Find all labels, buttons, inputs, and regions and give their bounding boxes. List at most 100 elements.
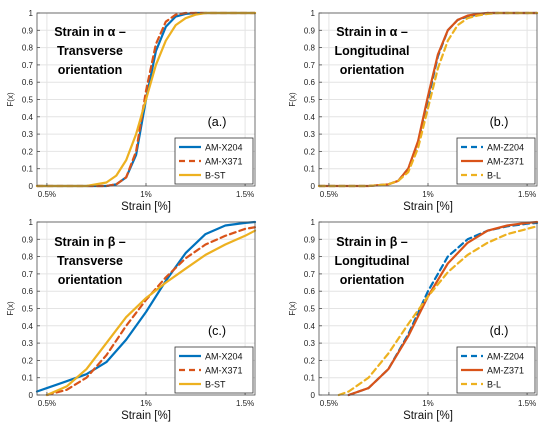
y-tick-label: 0.7 bbox=[304, 61, 316, 70]
annotation-line: Transverse bbox=[57, 254, 123, 268]
x-tick-label: 1.5% bbox=[518, 399, 536, 408]
x-tick-label: 1% bbox=[140, 399, 152, 408]
y-tick-label: 0.8 bbox=[304, 44, 316, 53]
series-line-am-z371 bbox=[347, 220, 539, 397]
y-tick-label: 0.9 bbox=[22, 26, 34, 35]
x-axis-label: Strain [%] bbox=[121, 410, 171, 422]
x-axis-label: Strain [%] bbox=[403, 410, 453, 422]
y-tick-label: 0.6 bbox=[304, 78, 316, 87]
y-tick-label: 1 bbox=[311, 9, 316, 18]
annotation-line: Longitudinal bbox=[335, 254, 410, 268]
y-tick-label: 0.8 bbox=[22, 44, 34, 53]
x-tick-label: 0.5% bbox=[320, 399, 338, 408]
annotation-line: orientation bbox=[340, 63, 405, 77]
x-tick-label: 0.5% bbox=[320, 190, 338, 199]
legend-label: B-ST bbox=[205, 380, 226, 390]
x-tick-label: 1.5% bbox=[236, 399, 254, 408]
legend-label: AM-Z204 bbox=[487, 143, 524, 153]
x-tick-label: 0.5% bbox=[38, 399, 56, 408]
y-tick-label: 0.1 bbox=[22, 374, 34, 383]
series-line-am-x204 bbox=[35, 220, 257, 393]
annotation-line: Strain in β – bbox=[54, 235, 126, 249]
y-tick-label: 0.3 bbox=[22, 130, 34, 139]
x-tick-label: 1% bbox=[422, 190, 434, 199]
legend-label: AM-X371 bbox=[205, 157, 243, 167]
panel-b: 0 0.1 0.2 0.3 0.4 0.5 0.6 0.7 0.8 0.9 1 0.5% 1% 1.5% S… bbox=[288, 9, 539, 213]
legend-label: AM-Z371 bbox=[487, 157, 524, 167]
annotation-line: orientation bbox=[58, 273, 123, 287]
y-tick-label: 0.8 bbox=[304, 253, 316, 262]
y-tick-label: 0.6 bbox=[304, 287, 316, 296]
y-tick-label: 0 bbox=[29, 182, 34, 191]
annotation-line: Transverse bbox=[57, 44, 123, 58]
y-tick-label: 0.7 bbox=[304, 270, 316, 279]
legend-label: AM-X204 bbox=[205, 352, 243, 362]
x-tick-label: 1.5% bbox=[518, 190, 536, 199]
y-tick-label: 0 bbox=[311, 391, 316, 400]
panel-label: (c.) bbox=[208, 324, 226, 338]
series-line-b-l bbox=[337, 225, 539, 397]
x-tick-label: 1% bbox=[140, 190, 152, 199]
legend-label: B-L bbox=[487, 171, 501, 181]
legend: AM-Z204 AM-Z371 B-L bbox=[456, 346, 536, 394]
panel-label: (d.) bbox=[490, 324, 509, 338]
y-tick-label: 0.3 bbox=[304, 130, 316, 139]
y-tick-label: 0.2 bbox=[304, 356, 316, 365]
legend-label: B-ST bbox=[205, 171, 226, 181]
legend-label: AM-Z371 bbox=[487, 366, 524, 376]
annotation-line: orientation bbox=[58, 63, 123, 77]
y-tick-label: 0.4 bbox=[304, 113, 316, 122]
y-tick-label: 0 bbox=[311, 182, 316, 191]
y-tick-label: 0.5 bbox=[304, 305, 316, 314]
y-tick-label: 0.6 bbox=[22, 287, 34, 296]
y-tick-label: 0.5 bbox=[304, 96, 316, 105]
annotation-line: Longitudinal bbox=[335, 44, 410, 58]
legend-label: AM-X204 bbox=[205, 143, 243, 153]
y-tick-label: 0.5 bbox=[22, 305, 34, 314]
y-tick-label: 1 bbox=[29, 9, 34, 18]
panel-label: (a.) bbox=[208, 115, 227, 129]
y-tick-label: 0.8 bbox=[22, 253, 34, 262]
y-tick-label: 0.3 bbox=[22, 339, 34, 348]
panel-label: (b.) bbox=[490, 115, 509, 129]
annotation-line: Strain in β – bbox=[336, 235, 408, 249]
annotation-line: Strain in α – bbox=[336, 25, 408, 39]
y-tick-label: 0.9 bbox=[304, 26, 316, 35]
y-tick-label: 0.7 bbox=[22, 61, 34, 70]
y-tick-label: 0.1 bbox=[22, 165, 34, 174]
x-axis-label: Strain [%] bbox=[403, 201, 453, 213]
y-tick-label: 1 bbox=[311, 218, 316, 227]
series-line-am-x371 bbox=[45, 226, 257, 397]
annotation-line: Strain in α – bbox=[54, 25, 126, 39]
y-axis-label: F(x) bbox=[6, 301, 15, 316]
legend: AM-X204 AM-X371 B-ST bbox=[174, 346, 254, 394]
panel-a: 0 0.1 0.2 0.3 0.4 0.5 0.6 0.7 0.8 0.9 1 0.5% 1% 1.5% S… bbox=[6, 9, 257, 213]
y-tick-label: 0.9 bbox=[304, 235, 316, 244]
y-axis-label: F(x) bbox=[288, 301, 297, 316]
series-line-b-l bbox=[317, 11, 539, 188]
legend-box bbox=[174, 137, 254, 185]
x-axis-label: Strain [%] bbox=[121, 201, 171, 213]
y-tick-label: 0.1 bbox=[304, 374, 316, 383]
y-tick-label: 1 bbox=[29, 218, 34, 227]
panel-c: 0 0.1 0.2 0.3 0.4 0.5 0.6 0.7 0.8 0.9 1 0.5% 1% 1.5% S… bbox=[6, 218, 257, 422]
x-tick-label: 1.5% bbox=[236, 190, 254, 199]
panel-d: 0 0.1 0.2 0.3 0.4 0.5 0.6 0.7 0.8 0.9 1 0.5% 1% 1.5% S… bbox=[288, 218, 539, 422]
y-tick-label: 0.2 bbox=[22, 356, 34, 365]
series-line-b-st bbox=[45, 229, 257, 397]
y-tick-label: 0.9 bbox=[22, 235, 34, 244]
y-tick-label: 0.5 bbox=[22, 96, 34, 105]
y-tick-label: 0.6 bbox=[22, 78, 34, 87]
x-tick-label: 1% bbox=[422, 399, 434, 408]
legend-label: AM-Z204 bbox=[487, 352, 524, 362]
y-tick-label: 0.2 bbox=[22, 147, 34, 156]
legend-label: AM-X371 bbox=[205, 366, 243, 376]
legend: AM-Z204 AM-Z371 B-L bbox=[456, 137, 536, 185]
x-tick-label: 0.5% bbox=[38, 190, 56, 199]
legend-label: B-L bbox=[487, 380, 501, 390]
y-tick-label: 0.1 bbox=[304, 165, 316, 174]
y-axis-label: F(x) bbox=[6, 92, 15, 107]
y-tick-label: 0.4 bbox=[304, 322, 316, 331]
series-line-b-st bbox=[35, 11, 257, 188]
